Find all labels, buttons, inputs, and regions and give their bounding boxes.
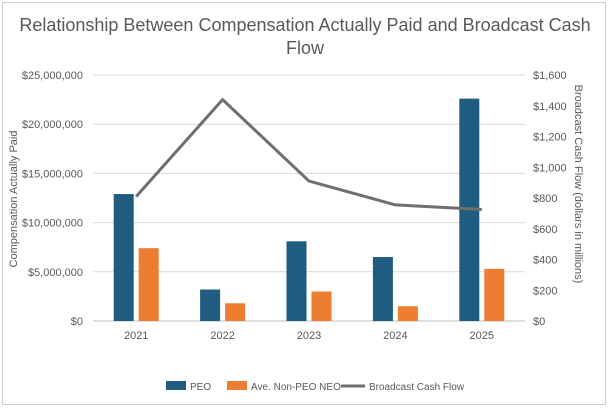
y2-axis-title: Broadcast Cash Flow (dollars in millions… <box>572 85 584 284</box>
y2-tick-label: $1,600 <box>533 70 567 82</box>
y-tick-label: $5,000,000 <box>28 267 83 279</box>
y-tick-label: $15,000,000 <box>22 168 83 180</box>
legend-label-ave-non-peo-neo: Ave. Non-PEO NEO <box>251 382 341 393</box>
bar-peo-2024 <box>372 257 393 321</box>
y-tick-label: $25,000,000 <box>22 70 83 82</box>
legend-swatch-ave-non-peo-neo <box>227 381 247 390</box>
bar-peo-2023 <box>286 241 307 321</box>
x-tick-label: 2023 <box>297 330 321 342</box>
bar-peo-2021 <box>113 194 134 321</box>
y2-tick-label: $1,400 <box>533 101 567 113</box>
y2-tick-label: $0 <box>533 316 545 328</box>
y-tick-label: $10,000,000 <box>22 218 83 230</box>
bar-ave-non-peo-neo-2024 <box>397 306 418 321</box>
y2-tick-label: $1,200 <box>533 132 567 144</box>
y2-tick-label: $200 <box>533 285 557 297</box>
x-tick-label: 2024 <box>383 330 407 342</box>
x-tick-label: 2022 <box>210 330 234 342</box>
y2-tick-label: $1,000 <box>533 162 567 174</box>
legend-swatch-peo <box>166 381 186 390</box>
line-broadcast-cash-flow <box>135 98 482 212</box>
x-tick-label: 2021 <box>124 330 148 342</box>
chart-title-line-1: Relationship Between Compensation Actual… <box>19 15 590 35</box>
bar-peo-2022 <box>200 289 221 321</box>
x-tick-label: 2025 <box>470 330 494 342</box>
chart-frame: Relationship Between Compensation Actual… <box>2 2 606 405</box>
line-series <box>135 98 482 212</box>
y2-tick-label: $800 <box>533 193 557 205</box>
y2-axis-ticks: $0 $200 $400 $600 $800 $1,000 $1,200 $1,400 $1,6… <box>533 70 567 328</box>
bar-ave-non-peo-neo-2025 <box>484 268 505 321</box>
legend-label-peo: PEO <box>190 382 211 393</box>
y2-tick-label: $400 <box>533 255 557 267</box>
bar-ave-non-peo-neo-2021 <box>138 248 159 321</box>
legend-label-broadcast-cash-flow: Broadcast Cash Flow <box>369 382 465 393</box>
chart-svg: Relationship Between Compensation Actual… <box>8 15 591 393</box>
bar-ave-non-peo-neo-2022 <box>225 303 246 321</box>
gridlines <box>93 74 525 322</box>
y-axis-ticks: $0 $5,000,000 $10,000,000 $15,000,000 $20,00… <box>22 70 83 328</box>
y-tick-label: $20,000,000 <box>22 119 83 131</box>
chart-title-line-2: Flow <box>286 38 325 58</box>
y-axis-title: Compensation Actually Paid <box>8 131 20 268</box>
x-axis-ticks: 2021 2022 2023 2024 2025 <box>124 330 494 342</box>
bar-ave-non-peo-neo-2023 <box>311 291 332 321</box>
legend: PEO Ave. Non-PEO NEO Broadcast Cash Flow <box>166 381 465 393</box>
y-tick-label: $0 <box>71 316 83 328</box>
bars <box>113 98 505 321</box>
y2-tick-label: $600 <box>533 224 557 236</box>
